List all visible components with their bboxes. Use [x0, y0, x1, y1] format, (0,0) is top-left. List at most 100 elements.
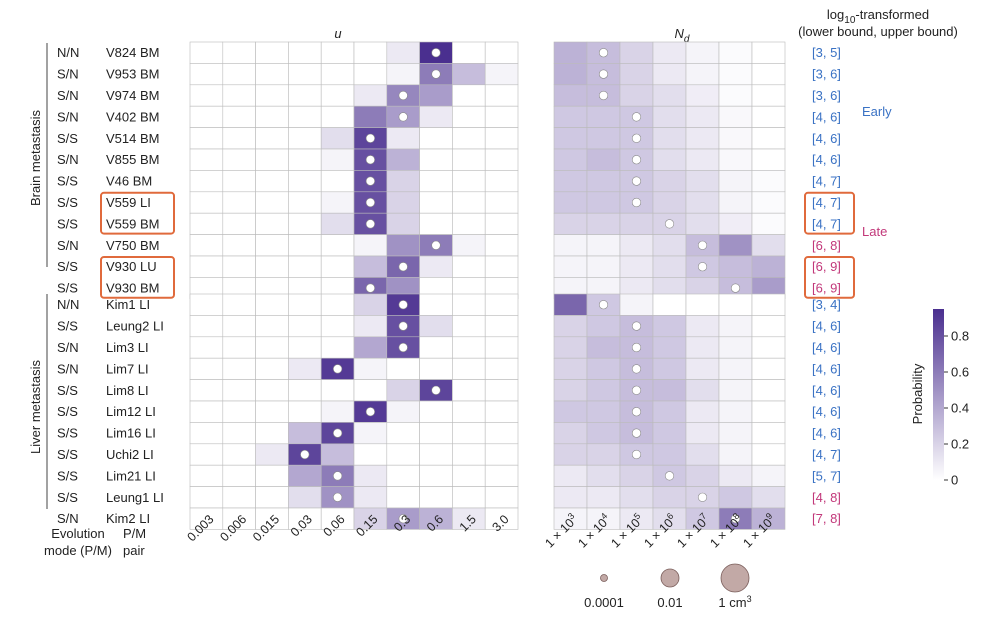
u-cell [386, 170, 420, 193]
nd-cell [718, 63, 753, 86]
u-cell [222, 170, 256, 193]
nd-cell [586, 443, 621, 466]
range-label: [4, 6] [812, 109, 841, 124]
u-cell [255, 486, 289, 509]
nd-cell [718, 105, 753, 128]
u-cell [353, 379, 388, 402]
u-cell [320, 400, 355, 423]
nd-cell [751, 148, 786, 171]
nd-cell [652, 443, 687, 466]
nd-cell [751, 105, 786, 128]
pair-label: V974 BM [106, 88, 159, 103]
size-legend-label: 0.01 [657, 595, 682, 610]
u-max-dot [365, 155, 376, 165]
u-cell [189, 170, 224, 193]
mode-label: S/S [57, 490, 78, 505]
nd-cell [652, 422, 687, 445]
nd-cell [751, 400, 786, 423]
u-cell [484, 63, 519, 86]
u-cell [386, 191, 420, 214]
u-cell [255, 191, 289, 214]
nd-cell [685, 315, 720, 338]
u-cell [419, 336, 453, 359]
u-cell [222, 379, 256, 402]
nd-cell [586, 422, 621, 445]
u-cell [288, 464, 322, 487]
nd-cell [718, 443, 753, 466]
u-cell [222, 443, 256, 466]
colorbar-ticks: 0.8 0.6 0.4 0.2 0 [944, 329, 969, 488]
nd-cell [553, 63, 588, 86]
nd-cell [751, 234, 786, 257]
u-cell [222, 293, 256, 316]
nd-max-dot [631, 407, 642, 417]
u-cell [419, 255, 453, 278]
nd-cell [586, 212, 621, 235]
range-header-log: log [827, 7, 844, 22]
range-label: [4, 6] [812, 131, 841, 146]
u-cell [288, 400, 322, 423]
u-cell [452, 379, 486, 402]
u-cell [353, 234, 388, 257]
nd-cell [619, 234, 654, 257]
pair-label: Leung2 LI [106, 319, 164, 334]
nd-max-dot [664, 471, 675, 481]
nd-cell [553, 464, 588, 487]
u-cell [222, 486, 256, 509]
highlight-box-range [804, 191, 855, 235]
u-cell [386, 422, 420, 445]
table-row: S/N Kim2 LI [7, 8] [57, 507, 841, 530]
u-cell [189, 400, 224, 423]
pair-label: V514 BM [106, 131, 159, 146]
mode-label: S/S [57, 447, 78, 462]
u-cell [452, 212, 486, 235]
nd-cell [586, 105, 621, 128]
nd-cell [685, 191, 720, 214]
u-cell [386, 443, 420, 466]
u-max-dot [398, 90, 408, 101]
u-max-dot [333, 428, 343, 438]
nd-cell [751, 41, 786, 64]
u-max-dot [398, 300, 408, 310]
range-header-line2: (lower bound, upper bound) [798, 24, 958, 39]
nd-max-dot [730, 514, 741, 524]
nd-tick-exp: 6 [665, 511, 676, 522]
table-row: S/S V559 BM [4, 7] [57, 212, 841, 235]
nd-cell [652, 41, 687, 64]
highlight-box-range [804, 256, 855, 299]
nd-cell [685, 422, 720, 445]
table-row: S/S Leung1 LI [4, 8] [57, 486, 841, 509]
nd-cell [718, 212, 753, 235]
u-cell [386, 148, 420, 171]
nd-cell [685, 84, 720, 107]
nd-cell [751, 422, 786, 445]
mode-label: S/S [57, 426, 78, 441]
u-cell [320, 105, 355, 128]
mode-label: S/S [57, 281, 78, 296]
colorbar-tick-label: 0.6 [951, 365, 969, 380]
nd-max-dot [631, 133, 642, 143]
nd-cell [718, 379, 753, 402]
u-cell [419, 422, 453, 445]
nd-cell [619, 255, 654, 278]
nd-tick-exp: 3 [566, 511, 577, 522]
table-row: S/N V402 BM [4, 6] [57, 105, 841, 128]
nd-cell [751, 443, 786, 466]
nd-cell [553, 41, 588, 64]
u-cell [353, 464, 388, 487]
u-max-dot [431, 385, 441, 395]
u-cell [452, 41, 486, 64]
nd-cell [685, 212, 720, 235]
u-cell [419, 105, 453, 128]
u-cell [255, 84, 289, 107]
range-label: [4, 6] [812, 340, 841, 355]
u-cell [288, 105, 322, 128]
nd-cell [553, 486, 588, 509]
mode-label: S/N [57, 67, 79, 82]
nd-cell [586, 486, 621, 509]
u-cell [222, 127, 256, 150]
nd-cell [718, 422, 753, 445]
mode-label: S/N [57, 361, 79, 376]
nd-cell [553, 357, 588, 380]
u-cell [255, 212, 289, 235]
